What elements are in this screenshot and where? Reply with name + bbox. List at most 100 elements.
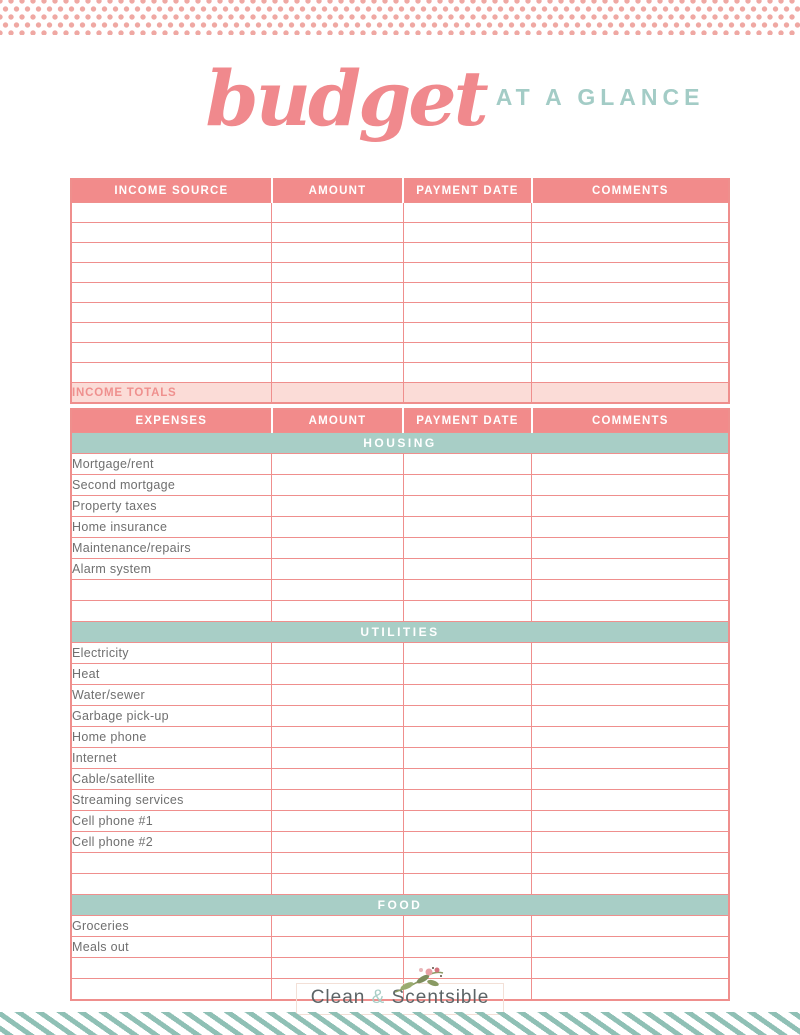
value-cell bbox=[271, 242, 404, 263]
value-cell bbox=[402, 495, 533, 517]
label-cell bbox=[70, 322, 273, 343]
expense-row: Garbage pick-up bbox=[70, 705, 730, 727]
expense-item-label: Cell phone #2 bbox=[70, 831, 273, 853]
label-cell bbox=[70, 978, 273, 1001]
value-cell bbox=[402, 558, 533, 580]
value-cell bbox=[531, 831, 730, 853]
expense-row: Mortgage/rent bbox=[70, 453, 730, 475]
expense-row: Internet bbox=[70, 747, 730, 769]
label-cell bbox=[70, 222, 273, 243]
value-cell bbox=[271, 936, 404, 958]
value-cell bbox=[402, 915, 533, 937]
value-cell bbox=[271, 579, 404, 601]
value-cell bbox=[402, 322, 533, 343]
value-cell bbox=[271, 831, 404, 853]
value-cell bbox=[271, 222, 404, 243]
value-cell bbox=[271, 474, 404, 496]
value-cell bbox=[271, 852, 404, 874]
value-cell bbox=[402, 453, 533, 475]
expense-item-label: Home phone bbox=[70, 726, 273, 748]
value-cell bbox=[531, 495, 730, 517]
section-band-row-housing: HOUSING bbox=[70, 432, 730, 454]
section-band-row-utilities: UTILITIES bbox=[70, 621, 730, 643]
value-cell bbox=[271, 362, 404, 383]
value-cell bbox=[402, 810, 533, 832]
value-cell bbox=[402, 362, 533, 383]
brand-logo-box: Clean & Scentsible bbox=[295, 967, 505, 1015]
section-band-label: HOUSING bbox=[70, 432, 730, 454]
expense-item-label: Mortgage/rent bbox=[70, 453, 273, 475]
label-cell bbox=[70, 852, 273, 874]
expense-row: Home phone bbox=[70, 726, 730, 748]
value-cell bbox=[402, 936, 533, 958]
value-cell bbox=[271, 705, 404, 727]
value-cell bbox=[531, 705, 730, 727]
expense-row: Second mortgage bbox=[70, 474, 730, 496]
expense-row: Cell phone #2 bbox=[70, 831, 730, 853]
value-cell bbox=[402, 768, 533, 790]
value-cell bbox=[271, 382, 404, 404]
value-cell bbox=[402, 202, 533, 223]
income-row bbox=[70, 342, 730, 363]
value-cell bbox=[271, 516, 404, 538]
label-cell bbox=[70, 242, 273, 263]
value-cell bbox=[271, 684, 404, 706]
value-cell bbox=[402, 705, 533, 727]
expense-row: Cable/satellite bbox=[70, 768, 730, 790]
expense-row bbox=[70, 579, 730, 601]
value-cell bbox=[531, 852, 730, 874]
brand-name-part1: Clean bbox=[310, 987, 366, 1008]
label-cell bbox=[70, 342, 273, 363]
expense-item-label: Property taxes bbox=[70, 495, 273, 517]
expense-item-label: Maintenance/repairs bbox=[70, 537, 273, 559]
expense-row bbox=[70, 600, 730, 622]
value-cell bbox=[271, 302, 404, 323]
income-totals-label: INCOME TOTALS bbox=[70, 382, 273, 404]
expense-item-label: Streaming services bbox=[70, 789, 273, 811]
value-cell bbox=[402, 789, 533, 811]
label-cell bbox=[70, 202, 273, 223]
value-cell bbox=[402, 831, 533, 853]
expense-row: Meals out bbox=[70, 936, 730, 958]
value-cell bbox=[531, 579, 730, 601]
value-cell bbox=[402, 747, 533, 769]
value-cell bbox=[531, 342, 730, 363]
expense-item-label: Groceries bbox=[70, 915, 273, 937]
column-header: PAYMENT DATE bbox=[402, 408, 533, 433]
value-cell bbox=[271, 600, 404, 622]
value-cell bbox=[531, 642, 730, 664]
label-cell bbox=[70, 262, 273, 283]
brand-ampersand: & bbox=[371, 987, 386, 1008]
value-cell bbox=[531, 915, 730, 937]
value-cell bbox=[271, 495, 404, 517]
value-cell bbox=[531, 202, 730, 223]
value-cell bbox=[402, 537, 533, 559]
expense-row bbox=[70, 873, 730, 895]
value-cell bbox=[271, 537, 404, 559]
value-cell bbox=[531, 242, 730, 263]
expense-row bbox=[70, 957, 730, 979]
value-cell bbox=[402, 642, 533, 664]
value-cell bbox=[402, 600, 533, 622]
value-cell bbox=[271, 873, 404, 895]
value-cell bbox=[271, 789, 404, 811]
income-row bbox=[70, 322, 730, 343]
value-cell bbox=[271, 262, 404, 283]
value-cell bbox=[531, 474, 730, 496]
expense-item-label: Garbage pick-up bbox=[70, 705, 273, 727]
value-cell bbox=[271, 322, 404, 343]
value-cell bbox=[531, 558, 730, 580]
value-cell bbox=[531, 302, 730, 323]
label-cell bbox=[70, 362, 273, 383]
expense-item-label: Meals out bbox=[70, 936, 273, 958]
value-cell bbox=[531, 873, 730, 895]
value-cell bbox=[271, 282, 404, 303]
value-cell bbox=[402, 579, 533, 601]
brand-name-part2: Scentsible bbox=[391, 987, 490, 1008]
income-header-row: INCOME SOURCE AMOUNT PAYMENT DATE COMMENTS bbox=[70, 178, 730, 203]
expense-row: Water/sewer bbox=[70, 684, 730, 706]
expense-header-row: EXPENSES AMOUNT PAYMENT DATE COMMENTS bbox=[70, 408, 730, 433]
income-row bbox=[70, 242, 730, 263]
column-header: AMOUNT bbox=[270, 408, 404, 433]
label-cell bbox=[70, 282, 273, 303]
